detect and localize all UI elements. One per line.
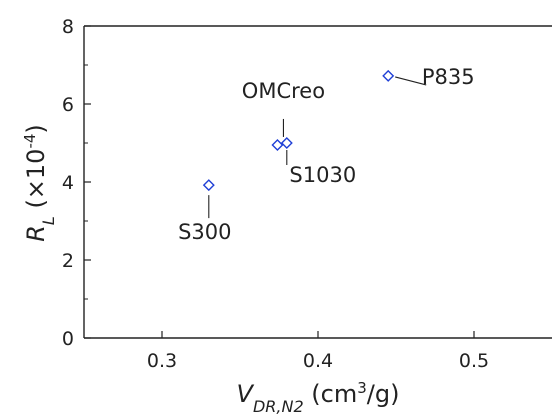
data-points (202, 69, 395, 192)
y-axis-ticks: 0 2 4 6 8 (62, 16, 91, 350)
y-tick-label: 6 (62, 94, 74, 116)
point-label: S1030 (289, 163, 356, 187)
data-point (202, 179, 215, 192)
x-tick-label: 0.4 (303, 350, 333, 372)
y-tick-label: 0 (62, 328, 74, 350)
data-point (280, 137, 293, 149)
y-tick-label: 8 (62, 16, 74, 38)
leader-line (395, 76, 427, 86)
point-label: S300 (178, 220, 231, 244)
x-axis-ticks: 0.3 0.4 0.5 (147, 331, 489, 372)
point-label: P835 (422, 65, 475, 89)
y-axis-label: RL (×10-4) (21, 124, 58, 242)
x-axis-label: VDR,N2 (cm3/g) (237, 379, 400, 415)
y-tick-label: 2 (62, 250, 74, 272)
point-labels: S300 S1030 OMCreo P835 (178, 65, 474, 244)
x-tick-label: 0.3 (147, 350, 177, 372)
data-point (382, 69, 395, 82)
y-tick-label: 4 (62, 172, 74, 194)
x-tick-label: 0.5 (459, 350, 489, 372)
point-label: OMCreo (242, 79, 325, 103)
label-leader-lines (208, 76, 427, 219)
data-point (271, 138, 284, 151)
